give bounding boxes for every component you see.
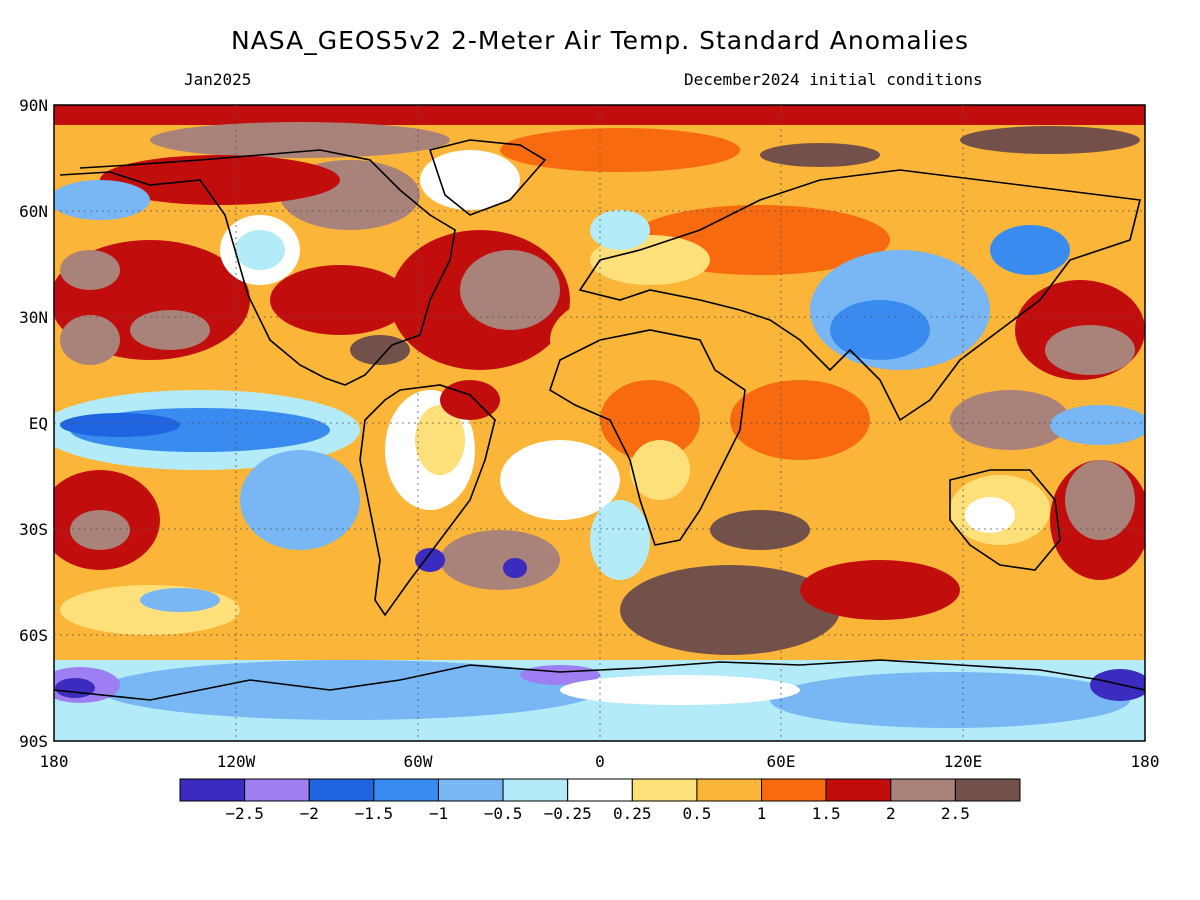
- valid-month-label: Jan2025: [184, 70, 252, 89]
- lon-tick: 60E: [767, 752, 796, 771]
- longitude-ticks: 180 120W 60W 0 60E 120E 180: [40, 752, 1160, 771]
- lat-tick: 30S: [19, 520, 48, 539]
- colorbar: −2.5 −2 −1.5 −1 −0.5 −0.25 0.25 0.5 1 1.5 2 2.5: [179, 778, 1021, 823]
- colorbar-swatch: [567, 778, 633, 802]
- lat-tick: 90N: [19, 96, 48, 115]
- colorbar-label: 0.5: [682, 804, 711, 823]
- lat-tick: EQ: [29, 414, 48, 433]
- colorbar-label: 1.5: [812, 804, 841, 823]
- colorbar-label: −1: [429, 804, 448, 823]
- coastlines: [54, 139, 1145, 701]
- colorbar-swatch: [179, 778, 246, 802]
- colorbar-label: −2: [300, 804, 319, 823]
- lon-tick: 180: [1131, 752, 1160, 771]
- colorbar-label: −0.25: [544, 804, 592, 823]
- colorbar-swatch: [825, 778, 892, 802]
- colorbar-swatch: [244, 778, 310, 802]
- colorbar-swatch: [696, 778, 763, 802]
- latitude-ticks: 90N 60N 30N EQ 30S 60S 90S: [19, 96, 48, 751]
- lon-tick: 0: [595, 752, 605, 771]
- colorbar-label: 2.5: [941, 804, 970, 823]
- colorbar-label: −2.5: [225, 804, 264, 823]
- colorbar-label: 2: [886, 804, 896, 823]
- lat-tick: 60N: [19, 202, 48, 221]
- lat-tick: 60S: [19, 626, 48, 645]
- lon-tick: 60W: [404, 752, 433, 771]
- colorbar-swatch: [631, 778, 698, 802]
- lon-tick: 120W: [217, 752, 256, 771]
- chart-title: NASA_GEOS5v2 2-Meter Air Temp. Standard …: [231, 26, 969, 55]
- colorbar-swatches: [179, 778, 1021, 802]
- colorbar-labels: −2.5 −2 −1.5 −1 −0.5 −0.25 0.25 0.5 1 1.5 2 2.5: [225, 804, 969, 823]
- lat-tick: 30N: [19, 308, 48, 327]
- colorbar-label: −0.5: [484, 804, 523, 823]
- colorbar-swatch: [437, 778, 504, 802]
- graticule: [54, 105, 1145, 741]
- colorbar-label: −1.5: [355, 804, 394, 823]
- init-conditions-label: December2024 initial conditions: [684, 70, 983, 89]
- colorbar-label: 1: [757, 804, 767, 823]
- lat-tick: 90S: [19, 732, 48, 751]
- lon-tick: 120E: [944, 752, 983, 771]
- colorbar-swatch: [502, 778, 569, 802]
- colorbar-swatch: [308, 778, 375, 802]
- colorbar-label: 0.25: [613, 804, 652, 823]
- lon-tick: 180: [40, 752, 69, 771]
- colorbar-swatch: [954, 778, 1021, 802]
- colorbar-swatch: [373, 778, 439, 802]
- colorbar-swatch: [761, 778, 827, 802]
- colorbar-swatch: [890, 778, 956, 802]
